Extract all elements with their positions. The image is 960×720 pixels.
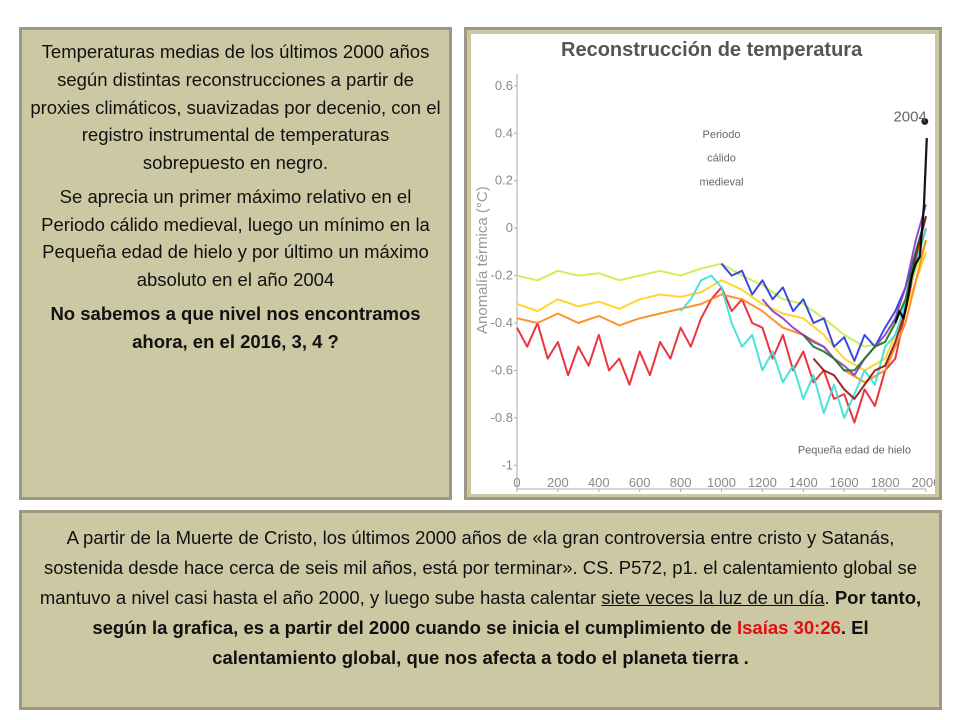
description-panel: Temperaturas medias de los últimos 2000 … (19, 27, 452, 500)
commentary-bold-b: . El calentamiento global, que nos afect… (212, 616, 869, 668)
chart-background (471, 34, 935, 494)
commentary-panel: A partir de la Muerte de Cristo, los últ… (19, 510, 942, 710)
annotation-1: 2004 (893, 108, 926, 125)
x-tick-label: 1400 (789, 475, 818, 490)
annotations-group: 2004 Periodo cálido medieval Pequeña edad de… (699, 108, 926, 456)
series-line-10 (894, 137, 928, 324)
series-line-5 (679, 227, 927, 419)
x-tick-label: 2000 (912, 475, 935, 490)
axes-group: 0.60.40.20-0.2-0.4-0.6-0.8-10 200 400 600 80… (491, 74, 935, 492)
x-tick-label: 1600 (830, 475, 859, 490)
commentary-text-b: . (824, 586, 835, 608)
annotation-2: Periodo (703, 129, 741, 141)
y-tick-label: 0 (506, 220, 513, 235)
commentary-bold-a: Por tanto, según la grafica, es a partir… (92, 586, 922, 638)
series-line-8 (802, 216, 927, 372)
x-tick-label: 1200 (748, 475, 777, 490)
peak-2004-marker (921, 117, 929, 125)
y-tick-label: -1 (501, 457, 513, 472)
series-line-7 (761, 204, 927, 377)
y-tick-label: -0.2 (491, 268, 513, 283)
annotation-5: Pequeña edad de hielo (798, 444, 911, 456)
y-tick-label: -0.8 (491, 410, 513, 425)
x-tick-label: 600 (629, 475, 651, 490)
chart-frame: Reconstrucción de temperatura Anomalía t… (464, 27, 942, 500)
y-axis-label: Anomalía térmica (°C) (474, 186, 491, 334)
y-tick-label: -0.6 (491, 362, 513, 377)
description-paragraph-1: Temperaturas medias de los últimos 2000 … (30, 41, 441, 173)
x-tick-label: 800 (670, 475, 692, 490)
x-tick-label: 400 (588, 475, 610, 490)
x-tick-label: 1800 (871, 475, 900, 490)
annotation-3: cálido (707, 153, 736, 165)
question-text: No sabemos a que nivel nos encontramos a… (50, 302, 421, 352)
chart-title: Reconstrucción de temperatura (561, 39, 863, 61)
x-tick-label: 1000 (707, 475, 736, 490)
series-line-4 (516, 239, 927, 384)
y-tick-label: 0.6 (495, 78, 513, 93)
commentary-text-a: A partir de la Muerte de Cristo, los últ… (39, 527, 918, 608)
series-line-6 (720, 216, 927, 362)
description-paragraph-2: Se aprecia un primer máximo relativo en … (41, 185, 430, 290)
temperature-chart: Reconstrucción de temperatura Anomalía t… (471, 34, 935, 494)
x-tick-label: 200 (547, 475, 569, 490)
bible-reference: Isaías 30:26 (736, 616, 841, 638)
y-tick-label: -0.4 (491, 315, 513, 330)
underlined-phrase: siete veces la luz de un día (601, 586, 825, 608)
y-tick-label: 0.4 (495, 125, 513, 140)
annotation-4: medieval (699, 176, 743, 188)
series-group (516, 117, 929, 424)
x-tick-label: 0 (513, 475, 520, 490)
y-tick-label: 0.2 (495, 173, 513, 188)
